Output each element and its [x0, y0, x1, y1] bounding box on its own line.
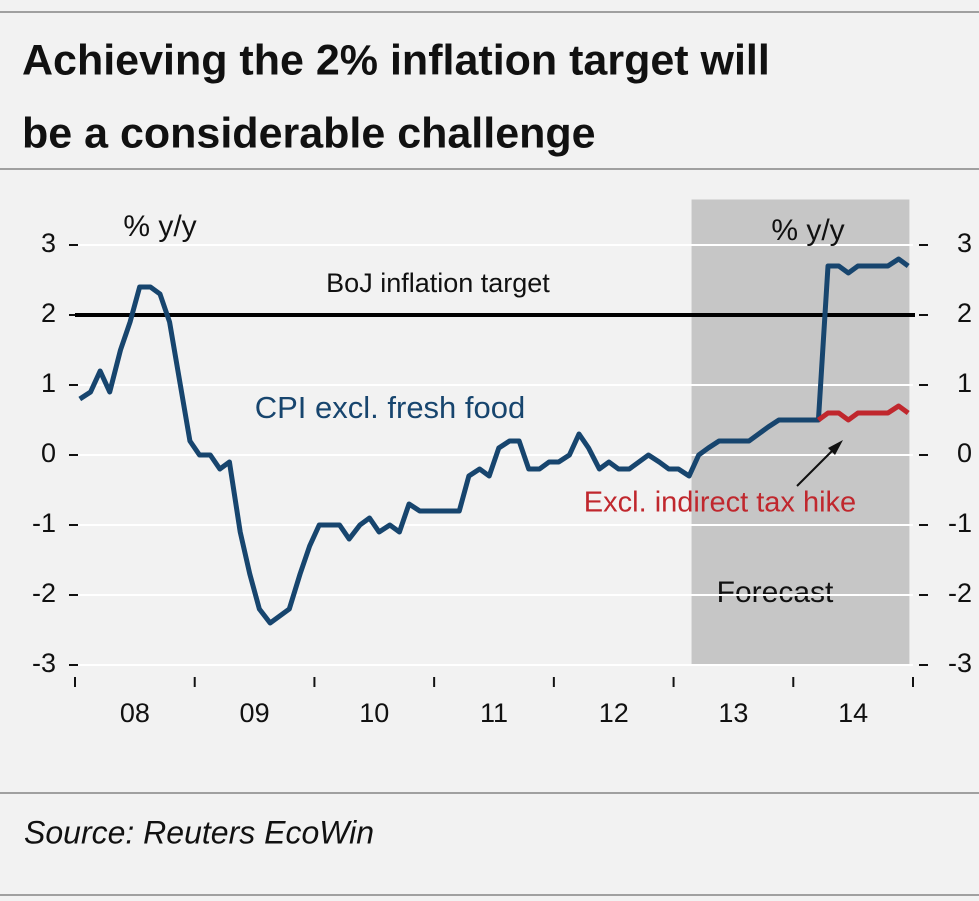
y2-tick-label: -3 [948, 648, 972, 678]
x-tick-label: 11 [480, 698, 508, 728]
y-axis-label: % y/y [123, 210, 196, 243]
y2-tick-label: -1 [948, 508, 972, 538]
arrow-line [796, 446, 837, 487]
x-tick-label: 12 [599, 698, 629, 728]
y-tick-label: 1 [41, 368, 56, 398]
y2-axis-label: % y/y [771, 214, 844, 247]
forecast-shading [691, 199, 910, 665]
series-label: CPI excl. fresh food [255, 390, 526, 425]
x-tick-label: 10 [359, 698, 389, 728]
target-label: BoJ inflation target [326, 268, 550, 298]
arrow-head [828, 440, 843, 455]
y2-tick-label: 3 [957, 228, 972, 258]
y2-tick-label: 2 [957, 298, 972, 328]
chart-title: Achieving the 2% inflation target will [22, 36, 770, 84]
y-tick-label: 0 [41, 438, 56, 468]
forecast-label: Forecast [717, 576, 834, 609]
y-tick-label: -3 [32, 648, 56, 678]
x-tick-label: 13 [718, 698, 748, 728]
data-line [816, 403, 910, 423]
x-tick-label: 08 [120, 698, 150, 728]
source: Source: Reuters EcoWin [24, 814, 374, 850]
x-tick-label: 09 [240, 698, 270, 728]
y-tick-label: 3 [41, 228, 56, 258]
y2-tick-label: 1 [957, 368, 972, 398]
y-tick-label: -2 [32, 578, 56, 608]
chart-title: be a considerable challenge [22, 109, 596, 157]
y2-tick-label: -2 [948, 578, 972, 608]
data-line [78, 256, 910, 626]
y-tick-label: 2 [41, 298, 56, 328]
y-tick-label: -1 [32, 508, 56, 538]
y2-tick-label: 0 [957, 438, 972, 468]
series-label: Excl. indirect tax hike [584, 487, 856, 519]
x-tick-label: 14 [838, 698, 868, 728]
